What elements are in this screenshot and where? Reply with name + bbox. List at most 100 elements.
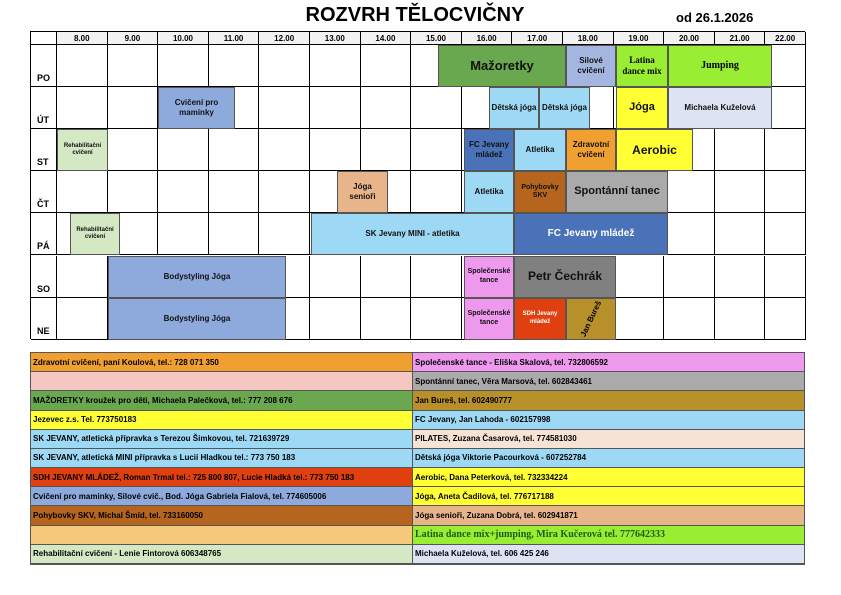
event: Dětská jóga <box>539 87 590 130</box>
day-label: SO <box>31 255 57 298</box>
legend-entry: Zdravotní cvičení, paní Koulová, tel.: 7… <box>31 353 413 373</box>
event: Společenské tance <box>464 297 514 340</box>
time-header: 21.00 <box>714 32 766 45</box>
event: Jóga <box>616 87 668 130</box>
grid-cell <box>158 213 209 256</box>
timetable: 8.00 9.00 10.00 11.00 12.00 13.00 14.00 15.00 16… <box>30 31 806 340</box>
time-header: 15.00 <box>411 32 462 45</box>
legend-entry: Cvičení pro maminky, Silové cvič., Bod. … <box>31 487 413 507</box>
grid-cell <box>107 129 159 172</box>
event: FC Jevany mládež <box>514 213 668 256</box>
event: Bodystyling Jóga <box>108 297 286 340</box>
event: Dětská jóga <box>489 87 539 130</box>
grid-cell <box>158 129 209 172</box>
event: Spontánní tanec <box>566 171 668 214</box>
grid-cell <box>765 171 806 214</box>
event: Cvičení pro maminky <box>158 87 235 130</box>
legend-entry: Latina dance mix+jumping, Mira Kučerová … <box>413 525 804 545</box>
event: Bodystyling Jóga <box>108 255 286 298</box>
event: Michaela Kuželová <box>668 87 772 130</box>
time-header: 17.00 <box>512 32 563 45</box>
grid-cell <box>411 171 462 214</box>
grid-cell <box>765 129 806 172</box>
grid-cell <box>310 87 361 130</box>
event: Atletika <box>464 171 514 214</box>
grid-cell <box>310 45 361 88</box>
legend-entry: Dětská jóga Viktorie Pacourková - 607252… <box>413 448 804 469</box>
grid-cell <box>765 255 806 298</box>
legend-entry: Aerobic, Dana Peterková, tel. 732334224 <box>413 468 804 488</box>
event: Společenské tance <box>464 255 514 298</box>
grid-cell <box>107 45 159 88</box>
legend-entry: Společenské tance - Eliška Skalová, tel.… <box>413 353 804 373</box>
day-label: ÚT <box>31 87 57 130</box>
event: Zdravotní cvičení <box>566 129 616 172</box>
event: Atletika <box>514 129 566 172</box>
date: od 26.1.2026 <box>676 10 754 25</box>
event: FC Jevany mládež <box>464 129 514 172</box>
grid-cell <box>714 129 766 172</box>
grid-cell <box>765 213 806 256</box>
event: Silové cvičení <box>566 45 616 88</box>
grid-cell <box>613 255 665 298</box>
event: Jumping <box>668 45 772 88</box>
legend-entry: SK JEVANY, atletická MINI přípravka s Lu… <box>31 448 413 469</box>
grid-cell <box>360 255 412 298</box>
time-header: 11.00 <box>208 32 260 45</box>
grid-cell <box>360 45 412 88</box>
grid-cell <box>57 45 108 88</box>
event: Aerobic <box>616 129 693 172</box>
event: Mažoretky <box>438 45 566 88</box>
legend-entry: FC Jevany, Jan Lahoda - 602157998 <box>413 410 804 430</box>
grid-cell <box>107 87 159 130</box>
grid-cell <box>57 255 108 298</box>
grid-cell <box>259 129 310 172</box>
time-header: 19.00 <box>613 32 665 45</box>
grid-cell <box>360 87 412 130</box>
grid-cell <box>259 213 310 256</box>
grid-cell <box>310 297 361 340</box>
day-label: NE <box>31 297 57 340</box>
event: Rehabilitační cvičení <box>57 129 108 172</box>
legend-entry: Jan Bureš, tel. 602490777 <box>413 391 804 411</box>
grid-cell <box>57 171 108 214</box>
corner <box>31 32 57 45</box>
grid-cell <box>107 171 159 214</box>
legend-entry: Rehabilitační cvičení - Lenie Fintorová … <box>31 544 413 564</box>
event: SDH Jevany mládež <box>514 297 566 340</box>
grid-cell <box>208 171 260 214</box>
grid-cell <box>208 213 260 256</box>
grid-cell <box>613 297 665 340</box>
grid-cell <box>714 255 766 298</box>
legend-entry: Jóga, Aneta Čadilová, tel. 776717188 <box>413 487 804 507</box>
grid-cell <box>765 45 806 88</box>
grid-cell <box>310 129 361 172</box>
time-header: 13.00 <box>310 32 361 45</box>
grid-cell <box>765 297 806 340</box>
grid-cell <box>411 255 462 298</box>
title: ROZVRH TĚLOCVIČNY <box>305 4 525 26</box>
grid-cell <box>208 129 260 172</box>
day-label: ST <box>31 129 57 172</box>
grid-cell <box>158 45 209 88</box>
time-header: 20.00 <box>664 32 715 45</box>
grid-cell <box>57 87 108 130</box>
legend-entry: Michaela Kuželová, tel. 606 425 246 <box>413 544 804 564</box>
grid-cell <box>411 129 462 172</box>
grid-cell <box>765 87 806 130</box>
time-header: 12.00 <box>259 32 310 45</box>
grid-cell <box>259 171 310 214</box>
event: Latina dance mix <box>616 45 668 88</box>
legend-entry: Spontánní tanec, Věra Marsová, tel. 6028… <box>413 372 804 392</box>
event: Jóga senioři <box>337 171 388 214</box>
legend-entry: PILATES, Zuzana Časarová, tel. 774581030 <box>413 429 804 449</box>
event: Rehabilitační cvičení <box>70 213 120 256</box>
grid-cell <box>411 297 462 340</box>
grid-cell <box>208 45 260 88</box>
legend-entry: Jezevec z.s. Tel. 773750183 <box>31 410 413 430</box>
event: SK Jevany MINI - atletika <box>311 213 514 256</box>
legend-entry <box>31 525 413 545</box>
legend: Zdravotní cvičení, paní Koulová, tel.: 7… <box>30 352 805 565</box>
day-label: PO <box>31 45 57 88</box>
